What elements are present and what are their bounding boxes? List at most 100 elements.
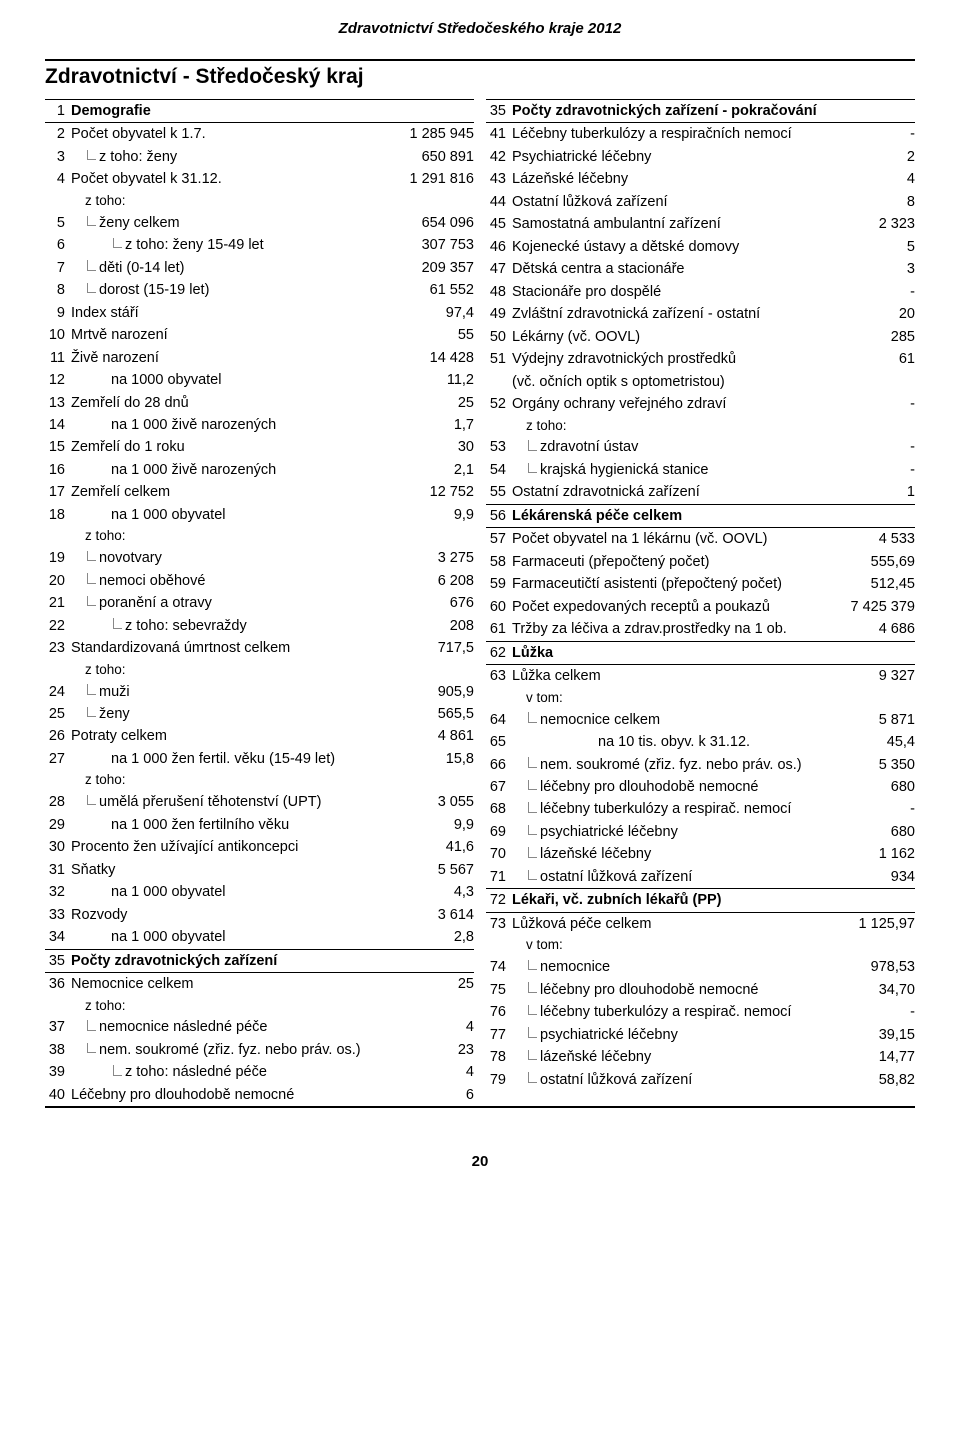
table-row: 72Lékaři, vč. zubních lékařů (PP) [486,889,915,912]
row-label: Standardizovaná úmrtnost celkem [71,637,395,659]
row-label: Zemřelí do 1 roku [71,436,395,458]
row-number: 20 [45,570,71,592]
row-value: 555,69 [839,551,915,573]
row-number: 38 [45,1039,71,1061]
row-label: ženy celkem [71,212,395,234]
row-value: 2 [839,146,915,168]
table-row: 48Stacionáře pro dospělé- [486,281,915,303]
row-value: 654 096 [395,212,474,234]
row-value: - [839,393,915,415]
table-row: 64nemocnice celkem5 871 [486,709,915,731]
row-number: 46 [486,236,512,258]
row-label: Lůžková péče celkem [512,912,839,935]
row-label: Index stáří [71,302,395,324]
page-title: Zdravotnictví - Středočeský kraj [45,59,915,89]
document-header: Zdravotnictví Středočeského kraje 2012 [45,20,915,37]
row-label: z toho: následné péče [71,1061,395,1083]
row-label: lázeňské léčebny [512,843,839,865]
row-label: Výdejny zdravotnických prostředků [512,348,839,370]
table-row: 63Lůžka celkem9 327 [486,665,915,688]
row-number: 23 [45,637,71,659]
row-value: 307 753 [395,234,474,256]
row-label: na 1 000 obyvatel [71,504,395,526]
table-row: 49Zvláštní zdravotnická zařízení - ostat… [486,303,915,325]
row-number: 41 [486,123,512,146]
table-row: v tom: [486,688,915,709]
table-row: 1Demografie [45,100,474,123]
row-value: 1 125,97 [839,912,915,935]
row-number [486,688,512,709]
row-label: Lůžka [512,641,839,664]
row-label: nem. soukromé (zřiz. fyz. nebo práv. os.… [71,1039,395,1061]
row-label: Ostatní lůžková zařízení [512,191,839,213]
left-column: 1Demografie2Počet obyvatel k 1.7.1 285 9… [45,99,474,1106]
row-label: Sňatky [71,859,395,881]
table-row: 17Zemřelí celkem12 752 [45,481,474,503]
row-number: 35 [486,100,512,123]
row-value: 9,9 [395,814,474,836]
row-value: 1 285 945 [395,123,474,146]
row-value: 5 [839,236,915,258]
table-row: 38nem. soukromé (zřiz. fyz. nebo práv. o… [45,1039,474,1061]
row-value: 676 [395,592,474,614]
table-row: 3z toho: ženy650 891 [45,146,474,168]
row-value [395,770,474,791]
table-row: 8dorost (15-19 let)61 552 [45,279,474,301]
row-value: 25 [395,392,474,414]
row-label: Mrtvě narození [71,324,395,346]
row-number: 43 [486,168,512,190]
row-value: 978,53 [839,956,915,978]
table-row: 79ostatní lůžková zařízení58,82 [486,1069,915,1091]
row-number [45,996,71,1017]
row-number: 77 [486,1024,512,1046]
row-number: 28 [45,791,71,813]
table-row: z toho: [45,770,474,791]
table-row: 43Lázeňské léčebny4 [486,168,915,190]
row-number: 36 [45,973,71,996]
row-label: lázeňské léčebny [512,1046,839,1068]
table-row: 31Sňatky5 567 [45,859,474,881]
row-label: na 1 000 obyvatel [71,881,395,903]
row-number: 34 [45,926,71,949]
row-number: 33 [45,904,71,926]
row-number: 18 [45,504,71,526]
row-value: 4 861 [395,725,474,747]
row-number: 11 [45,347,71,369]
table-row: 75léčebny pro dlouhodobě nemocné34,70 [486,979,915,1001]
row-number: 55 [486,481,512,504]
table-row: v tom: [486,935,915,956]
table-row: 26Potraty celkem4 861 [45,725,474,747]
table-row: 76léčebny tuberkulózy a respirač. nemocí… [486,1001,915,1023]
row-number: 74 [486,956,512,978]
row-number: 21 [45,592,71,614]
table-row: 40Léčebny pro dlouhodobě nemocné6 [45,1084,474,1106]
table-row: 34na 1 000 obyvatel2,8 [45,926,474,949]
table-row: 65na 10 tis. obyv. k 31.12.45,4 [486,731,915,753]
row-label: krajská hygienická stanice [512,459,839,481]
table-row: 5ženy celkem654 096 [45,212,474,234]
row-value: 4,3 [395,881,474,903]
row-label: (vč. očních optik s optometristou) [512,371,839,393]
row-value: 4 [395,1061,474,1083]
row-number [486,371,512,393]
row-label: psychiatrické léčebny [512,1024,839,1046]
row-number: 50 [486,326,512,348]
row-value: 4 533 [839,528,915,551]
table-row: 62Lůžka [486,641,915,664]
row-label: léčebny pro dlouhodobě nemocné [512,776,839,798]
row-value: 3 055 [395,791,474,813]
row-label: ostatní lůžková zařízení [512,1069,839,1091]
row-number: 47 [486,258,512,280]
table-row: 21poranění a otravy676 [45,592,474,614]
row-value [839,504,915,527]
row-label: Potraty celkem [71,725,395,747]
row-number: 8 [45,279,71,301]
row-value: 6 [395,1084,474,1106]
row-label: v tom: [512,688,839,709]
row-label: v tom: [512,935,839,956]
row-value: 285 [839,326,915,348]
row-label: Lékaři, vč. zubních lékařů (PP) [512,889,839,912]
row-label: Léčebny pro dlouhodobě nemocné [71,1084,395,1106]
row-value: 5 350 [839,754,915,776]
row-value [395,949,474,972]
